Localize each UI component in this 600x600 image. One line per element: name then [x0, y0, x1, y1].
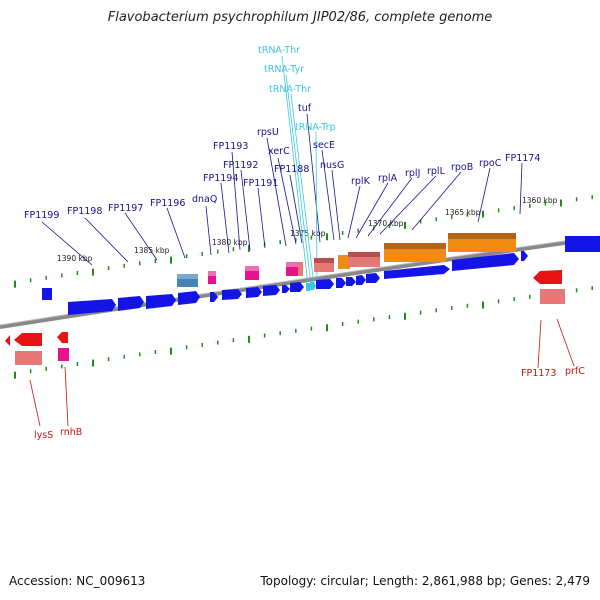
feature-rpoB	[384, 246, 446, 262]
feature-rpoC	[448, 236, 516, 252]
bottom-leader-lines	[29, 318, 575, 427]
kbp-label: 1370 kbp	[368, 219, 404, 228]
gene-label-xerC: xerC	[268, 146, 290, 157]
gene-label-prfC: prfC	[565, 366, 585, 377]
genome-title: Flavobacterium psychrophilum JIP02/86, c…	[107, 10, 493, 25]
gene-label-secE: secE	[313, 140, 335, 151]
gene-label-rplJ: rplJ	[405, 168, 420, 179]
gene-label-rplL: rplL	[427, 166, 446, 177]
genome-summary-text: Topology: circular; Length: 2,861,988 bp…	[260, 574, 590, 588]
gene-label-FP1192: FP1192	[223, 160, 258, 171]
kbp-label: 1380 kbp	[212, 238, 248, 247]
trna-label: tRNA-Thr	[269, 84, 311, 95]
trna-label: tRNA-Thr	[258, 45, 300, 56]
gene-label-rplA: rplA	[378, 173, 398, 184]
gene-label-FP1188: FP1188	[274, 164, 309, 175]
gene-label-FP1198: FP1198	[67, 206, 102, 217]
gene-label-FP1191: FP1191	[243, 178, 278, 189]
accession-text: Accession: NC_009613	[9, 574, 146, 588]
gene-label-rpoC: rpoC	[479, 158, 502, 169]
gene-label-FP1199: FP1199	[24, 210, 59, 221]
kbp-label: 1385 kbp	[134, 246, 170, 255]
trna-leader-lines	[281, 55, 318, 286]
feature-track-upper	[177, 233, 516, 287]
trna-features	[306, 282, 316, 291]
gene-label-rplK: rplK	[351, 176, 371, 187]
gene-label-lysS: lysS	[34, 430, 53, 441]
kbp-tick-row-lower	[14, 286, 593, 379]
gene-label-rnhB: rnhB	[60, 427, 82, 438]
reverse-strand-genes	[5, 270, 565, 365]
gene-label-FP1193: FP1193	[213, 141, 248, 152]
kbp-label: 1360 kbp	[522, 196, 558, 205]
kbp-label: 1365 kbp	[445, 208, 481, 217]
gene-label-nusG: nusG	[320, 160, 344, 171]
label-leader-lines	[41, 113, 523, 266]
trna-label: tRNA-Tyr	[264, 64, 304, 75]
gene-label-FP1174: FP1174	[505, 153, 540, 164]
trna-label: tRNA-Trp	[295, 122, 336, 133]
kbp-label: 1390 kbp	[57, 254, 93, 263]
gene-label-rpoB: rpoB	[451, 162, 473, 173]
gene-label-FP1173: FP1173	[521, 368, 556, 379]
gene-label-tuf: tuf	[298, 103, 312, 114]
gene-label-FP1196: FP1196	[150, 198, 185, 209]
feature-rplK	[338, 255, 350, 269]
kbp-tick-row-upper	[14, 195, 593, 288]
feature-FP1194	[208, 271, 216, 284]
gene-label-FP1194: FP1194	[203, 173, 238, 184]
gene-label-dnaQ: dnaQ	[192, 194, 217, 205]
forward-strand-genes	[42, 236, 600, 315]
gene-label-rpsU: rpsU	[257, 127, 279, 138]
gene-label-FP1197: FP1197	[108, 203, 143, 214]
